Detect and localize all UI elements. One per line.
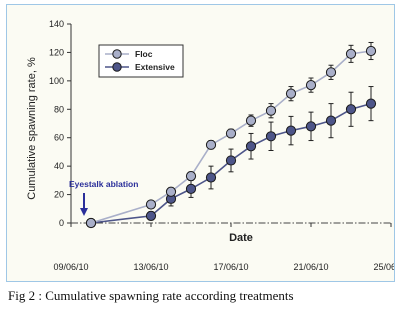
y-tick-label: 80 bbox=[54, 104, 64, 114]
data-point-extensive bbox=[305, 121, 317, 132]
chart-panel: 0 20 40 60 80 100 120 140 09/06/10 13/06/10 17/06/… bbox=[6, 4, 395, 282]
x-tick-label: 13/06/10 bbox=[133, 262, 168, 272]
y-tick-label: 20 bbox=[54, 190, 64, 200]
x-tick-label: 17/06/10 bbox=[213, 262, 248, 272]
data-point-extensive bbox=[345, 104, 357, 115]
x-tick-label: 21/06/10 bbox=[293, 262, 328, 272]
data-point-extensive bbox=[265, 131, 277, 142]
data-point-extensive bbox=[205, 172, 217, 183]
data-point-floc bbox=[285, 88, 297, 99]
legend-marker bbox=[112, 49, 122, 59]
data-point-floc bbox=[365, 45, 377, 57]
data-point-extensive bbox=[145, 210, 157, 221]
data-point-floc bbox=[245, 115, 257, 126]
data-point-floc bbox=[85, 217, 97, 229]
y-axis-title: Cumulative spawning rate, % bbox=[26, 57, 38, 200]
data-point-floc bbox=[185, 170, 197, 182]
data-point-extensive bbox=[325, 115, 337, 126]
y-tick-label: 100 bbox=[49, 76, 64, 86]
x-tick-label: 09/06/10 bbox=[53, 262, 88, 272]
x-axis-title: Date bbox=[229, 232, 253, 244]
data-point-floc bbox=[265, 105, 277, 116]
annotation-eyestalk-ablation: Eyestalk ablation bbox=[69, 179, 138, 189]
data-point-extensive bbox=[225, 155, 237, 166]
legend-box bbox=[98, 44, 184, 78]
figure-caption: Fig 2 : Cumulative spawning rate accordi… bbox=[8, 288, 294, 303]
y-tick-label: 140 bbox=[49, 19, 64, 29]
legend-label-floc: Floc bbox=[135, 49, 153, 59]
data-point-extensive bbox=[185, 183, 197, 194]
data-point-floc bbox=[305, 80, 317, 91]
legend-marker bbox=[112, 62, 122, 72]
y-tick-label: 120 bbox=[49, 47, 64, 57]
data-point-floc bbox=[325, 67, 337, 78]
y-tick-label: 40 bbox=[54, 161, 64, 171]
data-point-extensive bbox=[285, 125, 297, 136]
data-point-floc bbox=[205, 139, 217, 150]
legend-label-extensive: Extensive bbox=[135, 62, 175, 72]
y-tick-label: 60 bbox=[54, 133, 64, 143]
x-tick-label: 25/06/10 bbox=[373, 262, 395, 272]
annotation-arrow-head bbox=[80, 208, 88, 216]
spawning-rate-chart: 0 20 40 60 80 100 120 140 09/06/10 13/06/10 17/06/… bbox=[26, 19, 395, 272]
data-point-extensive bbox=[365, 98, 377, 109]
y-tick-label: 0 bbox=[59, 218, 64, 228]
data-point-floc bbox=[145, 199, 157, 210]
data-point-floc bbox=[345, 48, 357, 59]
data-point-extensive bbox=[245, 141, 257, 152]
data-point-floc bbox=[165, 186, 177, 197]
data-point-floc bbox=[225, 128, 237, 139]
